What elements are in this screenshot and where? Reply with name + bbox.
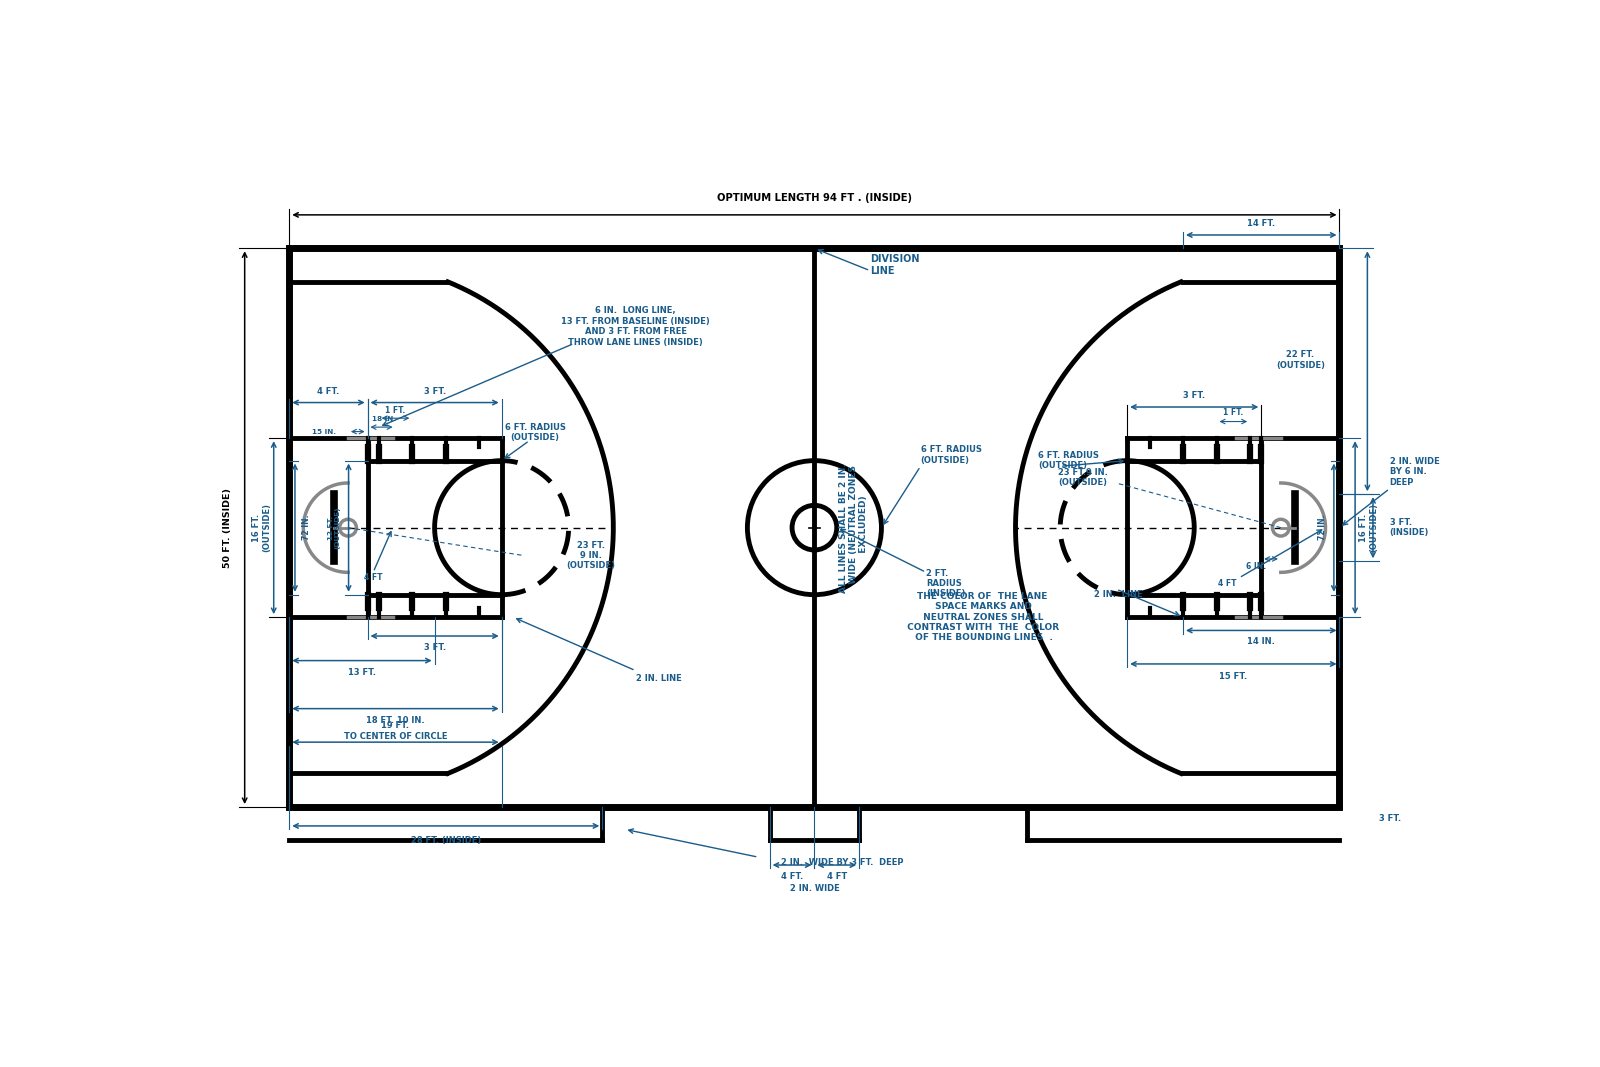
Text: 12 FT.
(OUTSIDE): 12 FT. (OUTSIDE) xyxy=(328,507,341,548)
Text: 6 FT. RADIUS
(OUTSIDE): 6 FT. RADIUS (OUTSIDE) xyxy=(920,445,981,465)
Text: OPTIMUM LENGTH 94 FT . (INSIDE): OPTIMUM LENGTH 94 FT . (INSIDE) xyxy=(717,193,912,203)
Text: 16 FT.
(OUTSIDE): 16 FT. (OUTSIDE) xyxy=(251,504,270,552)
Text: 19 FT.
TO CENTER OF CIRCLE: 19 FT. TO CENTER OF CIRCLE xyxy=(344,721,448,740)
Text: DIVISION
LINE: DIVISION LINE xyxy=(870,254,920,276)
Text: 72 IN.: 72 IN. xyxy=(1318,515,1328,540)
Text: 2 IN.  LINE: 2 IN. LINE xyxy=(1094,590,1142,600)
Text: 18 IN.: 18 IN. xyxy=(373,416,397,423)
Text: 14 IN.: 14 IN. xyxy=(1248,637,1275,647)
Text: 4 FT: 4 FT xyxy=(1219,579,1237,588)
Text: 3 FT.: 3 FT. xyxy=(424,642,446,652)
Text: 6 IN.  LONG LINE,
13 FT. FROM BASELINE (INSIDE)
AND 3 FT. FROM FREE
THROW LANE L: 6 IN. LONG LINE, 13 FT. FROM BASELINE (I… xyxy=(562,306,710,347)
Text: ALL LINES SHALL BE 2 IN.
  WIDE (NEUTRAL ZONES
  EXCLUDED): ALL LINES SHALL BE 2 IN. WIDE (NEUTRAL Z… xyxy=(838,463,869,592)
Text: 3 FT.
(INSIDE): 3 FT. (INSIDE) xyxy=(1390,517,1429,538)
Text: 16 FT.
(OUTSIDE): 16 FT. (OUTSIDE) xyxy=(1358,504,1378,552)
Text: 28 FT. (INSIDE): 28 FT. (INSIDE) xyxy=(411,835,482,845)
Text: 2 FT.
RADIUS
(INSIDE): 2 FT. RADIUS (INSIDE) xyxy=(926,569,965,599)
Text: 13 FT.: 13 FT. xyxy=(347,668,376,678)
Text: 2 IN.  WIDE BY 3 FT.  DEEP: 2 IN. WIDE BY 3 FT. DEEP xyxy=(781,858,904,867)
Text: 23 FT.9 IN.
(OUTSIDE): 23 FT.9 IN. (OUTSIDE) xyxy=(1058,467,1107,488)
Text: 72 IN.: 72 IN. xyxy=(302,515,310,540)
Text: 2 IN. WIDE
BY 6 IN.
DEEP: 2 IN. WIDE BY 6 IN. DEEP xyxy=(1390,457,1440,487)
Text: 1 FT.: 1 FT. xyxy=(386,405,406,415)
Text: 14 FT.: 14 FT. xyxy=(1246,220,1275,228)
Text: 50 FT. (INSIDE): 50 FT. (INSIDE) xyxy=(224,488,232,568)
Text: THE COLOR OF  THE LANE
 SPACE MARKS AND
 NEUTRAL ZONES SHALL
 CONTRAST WITH  THE: THE COLOR OF THE LANE SPACE MARKS AND NE… xyxy=(904,592,1059,642)
Text: 4 FT: 4 FT xyxy=(827,872,846,880)
Text: 6 FT. RADIUS
(OUTSIDE): 6 FT. RADIUS (OUTSIDE) xyxy=(504,423,565,443)
Text: 3 FT.: 3 FT. xyxy=(424,387,446,396)
Text: 15 FT.: 15 FT. xyxy=(1219,672,1248,681)
Text: 3 FT.: 3 FT. xyxy=(1182,392,1205,400)
Text: 3 FT.: 3 FT. xyxy=(1379,814,1400,823)
Text: 2 IN. LINE: 2 IN. LINE xyxy=(635,674,682,683)
Text: 4 FT: 4 FT xyxy=(363,573,382,583)
Text: 23 FT.
9 IN.
(OUTSIDE): 23 FT. 9 IN. (OUTSIDE) xyxy=(566,541,616,571)
Text: 6 FT. RADIUS
(OUTSIDE): 6 FT. RADIUS (OUTSIDE) xyxy=(1038,451,1099,471)
Text: 4 FT.: 4 FT. xyxy=(781,872,803,880)
Text: 1 FT.: 1 FT. xyxy=(1224,408,1243,417)
Text: 2 IN. WIDE: 2 IN. WIDE xyxy=(789,883,840,893)
Text: 6 IN.: 6 IN. xyxy=(1246,562,1266,571)
Text: 22 FT.
(OUTSIDE): 22 FT. (OUTSIDE) xyxy=(1275,350,1325,370)
Text: 4 FT.: 4 FT. xyxy=(317,387,339,396)
Text: 18 FT. 10 IN.: 18 FT. 10 IN. xyxy=(366,716,426,726)
Text: 15 IN.: 15 IN. xyxy=(312,429,336,434)
